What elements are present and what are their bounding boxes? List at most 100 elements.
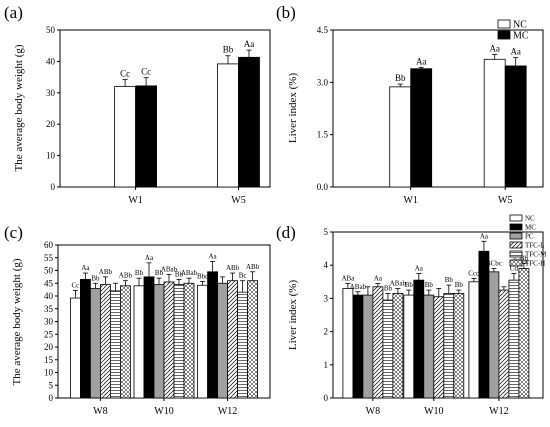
bar xyxy=(80,279,91,399)
bar xyxy=(478,250,490,399)
y-tick-label: 50 xyxy=(46,25,56,35)
bar xyxy=(217,63,239,188)
legend-label: NC xyxy=(525,215,535,223)
significance-letter: Aa xyxy=(416,56,427,66)
x-tick-label: W10 xyxy=(424,406,443,417)
x-tick-label: W5 xyxy=(231,195,245,206)
panel-label: (d) xyxy=(276,223,296,242)
significance-letter: Bb xyxy=(175,270,184,278)
x-tick-label: W5 xyxy=(498,195,512,206)
significance-letter: Aa xyxy=(489,43,500,53)
panel-label: (a) xyxy=(4,3,23,22)
bar xyxy=(392,293,404,399)
significance-letter: Cc xyxy=(141,67,151,77)
legend-label: MC xyxy=(525,224,536,232)
legend-label: MC xyxy=(513,31,529,42)
significance-letter: BCbc xyxy=(486,260,502,268)
legend-label: TFC-L xyxy=(525,242,544,250)
bar xyxy=(247,280,259,399)
significance-letter: ABb xyxy=(119,272,133,280)
y-tick-label: 50 xyxy=(44,266,54,276)
legend-swatch xyxy=(509,259,523,267)
bar xyxy=(410,68,433,188)
significance-letter: Bb xyxy=(155,269,164,277)
y-tick-label: 1.5 xyxy=(317,130,329,140)
y-tick-label: 5 xyxy=(324,227,329,237)
significance-letter: Bb xyxy=(135,269,144,277)
bar xyxy=(403,294,415,399)
significance-letter: Aa xyxy=(374,274,383,282)
bar xyxy=(217,282,229,399)
legend-swatch xyxy=(509,223,523,231)
y-tick-label: 2 xyxy=(324,327,329,337)
bar xyxy=(227,280,239,399)
bar xyxy=(468,281,480,399)
significance-letter: Bb xyxy=(223,45,234,55)
bar xyxy=(90,287,101,399)
x-tick-label: W8 xyxy=(93,406,107,417)
significance-letter: Cd xyxy=(510,265,519,273)
y-tick-label: 20 xyxy=(46,119,56,129)
y-tick-label: 0 xyxy=(49,393,54,403)
legend-swatch xyxy=(509,232,523,240)
bar xyxy=(504,65,527,188)
y-tick-label: 0.0 xyxy=(317,182,329,192)
significance-letter: Bb xyxy=(455,281,464,289)
legend-swatch xyxy=(509,241,523,249)
legend-swatch xyxy=(509,250,523,258)
legend-swatch xyxy=(497,19,511,29)
x-tick-label: W10 xyxy=(154,406,173,417)
legend-label: TFC-H xyxy=(525,260,545,268)
chart-panel: (c) 0 5 10 15 20 25 30 35 40 45 50 55 60 The average b… xyxy=(4,223,271,417)
y-axis-label: Liver index (%) xyxy=(287,73,299,144)
significance-letter: Bb xyxy=(91,274,100,282)
bar xyxy=(110,290,121,399)
x-tick-label: W12 xyxy=(489,406,508,417)
significance-letter: Aa xyxy=(209,253,218,261)
chart-panel: (a) 0 10 20 30 40 50 The average body weight (g… xyxy=(4,3,271,206)
significance-letter: ABab xyxy=(161,265,178,273)
significance-letter: ABb xyxy=(226,264,240,272)
y-axis-label: The average body weight (g) xyxy=(11,258,23,385)
bar xyxy=(237,291,249,399)
y-tick-label: 20 xyxy=(44,342,54,352)
bar xyxy=(382,299,394,399)
plot-frame xyxy=(332,29,544,188)
significance-letter: Bc xyxy=(239,272,247,280)
significance-letter: Aa xyxy=(81,264,90,272)
y-axis-label: The average body weight (g) xyxy=(13,44,25,171)
significance-letter: Aa xyxy=(244,39,255,49)
y-tick-label: 25 xyxy=(44,329,54,339)
significance-letter: Cc xyxy=(72,281,80,289)
panel-label: (b) xyxy=(276,3,296,22)
legend-label: NC xyxy=(513,20,527,31)
significance-letter: Bb xyxy=(445,276,454,284)
bar xyxy=(518,268,530,399)
bar xyxy=(120,285,131,399)
significance-letter: Aa xyxy=(510,47,521,57)
significance-letter: ABb xyxy=(99,268,113,276)
significance-letter: ABa xyxy=(341,274,355,282)
y-tick-label: 4 xyxy=(324,260,329,270)
bar xyxy=(100,284,111,399)
significance-letter: Bb xyxy=(520,255,529,263)
y-tick-label: 4.5 xyxy=(317,25,329,35)
bar xyxy=(207,271,219,399)
bar xyxy=(498,289,510,399)
legend-label: TFC-M xyxy=(525,251,547,259)
bar xyxy=(372,286,384,399)
legend-swatch xyxy=(497,30,511,40)
legend-swatch xyxy=(509,214,523,222)
panel-label: (c) xyxy=(4,223,23,242)
bar xyxy=(342,288,354,399)
significance-letter: Bb xyxy=(384,284,393,292)
bar xyxy=(238,56,260,188)
bar xyxy=(153,284,165,399)
bar xyxy=(453,293,465,399)
bar xyxy=(114,86,136,188)
significance-letter: ABab xyxy=(390,279,407,287)
y-tick-label: 45 xyxy=(44,278,54,288)
significance-letter: Bb xyxy=(425,281,434,289)
y-tick-label: 3.0 xyxy=(317,77,329,87)
